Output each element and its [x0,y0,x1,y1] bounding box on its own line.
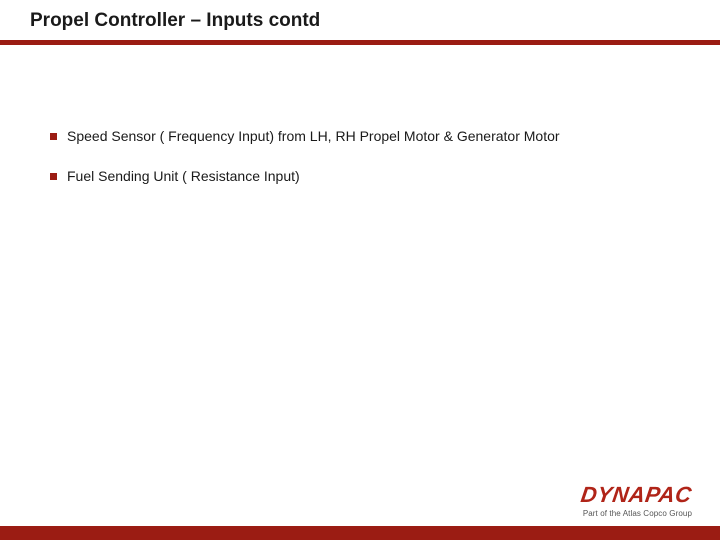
brand-logo: DYNAPAC Part of the Atlas Copco Group [581,484,692,518]
brand-tagline: Part of the Atlas Copco Group [581,509,692,518]
bullet-list: Speed Sensor ( Frequency Input) from LH,… [50,128,670,207]
brand-name: DYNAPAC [580,484,694,506]
bullet-square-icon [50,133,57,140]
list-item: Fuel Sending Unit ( Resistance Input) [50,168,670,186]
slide: Propel Controller – Inputs contd Speed S… [0,0,720,540]
title-divider [0,40,720,45]
page-title: Propel Controller – Inputs contd [30,10,320,32]
bullet-text: Speed Sensor ( Frequency Input) from LH,… [67,128,560,146]
list-item: Speed Sensor ( Frequency Input) from LH,… [50,128,670,146]
bullet-text: Fuel Sending Unit ( Resistance Input) [67,168,300,186]
bullet-square-icon [50,173,57,180]
footer-bar [0,526,720,540]
